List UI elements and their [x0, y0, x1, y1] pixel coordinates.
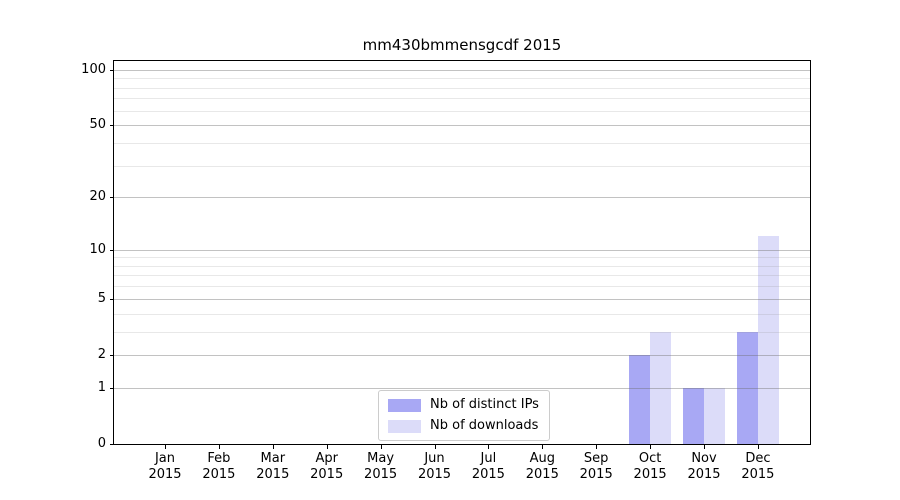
minor-gridline — [114, 275, 810, 277]
y-axis-tick-label: 1 — [97, 379, 106, 395]
x-tick-mark — [380, 445, 382, 449]
minor-gridline — [114, 165, 810, 167]
y-axis-tick-label: 5 — [97, 290, 106, 306]
x-tick-mark — [272, 445, 274, 449]
y-axis-tick-label: 50 — [89, 117, 106, 133]
major-gridline — [114, 387, 810, 389]
minor-gridline — [114, 78, 810, 80]
legend-item-downloads: Nb of downloads — [388, 418, 539, 434]
y-tick-mark — [110, 125, 114, 127]
bar-nov-downloads — [704, 387, 725, 444]
y-tick-mark — [110, 444, 114, 445]
x-tick-mark — [650, 445, 652, 449]
minor-gridline — [114, 331, 810, 333]
plot-area — [114, 61, 810, 444]
x-axis-tick-label: Jun 2015 — [417, 451, 452, 482]
chart-title: mm430bmmensgcdf 2015 — [362, 36, 562, 54]
x-tick-mark — [757, 445, 759, 449]
y-tick-mark — [110, 387, 114, 389]
legend-swatch-downloads — [388, 419, 421, 433]
major-gridline — [114, 69, 810, 71]
minor-gridline — [114, 87, 810, 89]
minor-gridline — [114, 265, 810, 267]
x-tick-mark — [488, 445, 490, 449]
bar-dec-downloads — [757, 236, 779, 444]
x-axis-tick-label: Feb 2015 — [202, 451, 236, 482]
major-gridline — [114, 298, 810, 300]
y-tick-mark — [110, 69, 114, 71]
y-axis-tick-label: 20 — [89, 189, 106, 205]
x-axis-tick-label: Dec 2015 — [741, 451, 775, 482]
major-gridline — [114, 197, 810, 199]
major-gridline — [114, 354, 810, 356]
y-axis-tick-label: 2 — [97, 346, 106, 362]
x-axis-tick-label: Sep 2015 — [579, 451, 613, 482]
minor-gridline — [114, 110, 810, 112]
major-gridline — [114, 125, 810, 127]
x-tick-mark — [704, 445, 705, 449]
bar-dec-distinct-ips — [736, 331, 758, 444]
x-tick-mark — [542, 445, 544, 449]
minor-gridline — [114, 257, 810, 259]
y-tick-mark — [110, 249, 114, 251]
bar-nov-distinct-ips — [683, 387, 704, 444]
x-tick-mark — [326, 445, 328, 449]
minor-gridline — [114, 142, 810, 144]
legend-swatch-distinct-ips — [388, 398, 421, 412]
y-tick-mark — [110, 354, 114, 356]
y-tick-mark — [110, 298, 114, 300]
minor-gridline — [114, 286, 810, 288]
x-tick-mark — [596, 445, 598, 449]
y-axis-tick-label: 0 — [97, 436, 106, 451]
x-tick-mark — [165, 445, 166, 449]
x-tick-mark — [218, 445, 220, 449]
y-axis-tick-label: 100 — [81, 61, 106, 77]
bar-oct-distinct-ips — [629, 354, 651, 444]
legend-label-downloads: Nb of downloads — [430, 418, 539, 433]
x-axis-tick-label: Jul 2015 — [471, 451, 505, 482]
legend-item-distinct-ips: Nb of distinct IPs — [388, 397, 539, 413]
legend-label-distinct-ips: Nb of distinct IPs — [430, 397, 539, 412]
bar-oct-downloads — [650, 331, 672, 444]
major-gridline — [114, 249, 810, 251]
x-tick-mark — [434, 445, 436, 449]
y-tick-mark — [110, 197, 114, 199]
minor-gridline — [114, 313, 810, 315]
x-axis-tick-label: Oct 2015 — [633, 451, 667, 482]
x-axis-tick-label: Mar 2015 — [256, 451, 290, 482]
minor-gridline — [114, 98, 810, 100]
legend: Nb of distinct IPs Nb of downloads — [378, 390, 550, 441]
y-axis-tick-label: 10 — [89, 241, 106, 257]
x-axis-tick-label: Nov 2015 — [687, 451, 721, 482]
x-axis-tick-label: Apr 2015 — [310, 451, 344, 482]
x-axis-tick-label: Jan 2015 — [148, 451, 182, 482]
x-axis-tick-label: May 2015 — [364, 451, 398, 482]
x-axis-tick-label: Aug 2015 — [525, 451, 559, 482]
